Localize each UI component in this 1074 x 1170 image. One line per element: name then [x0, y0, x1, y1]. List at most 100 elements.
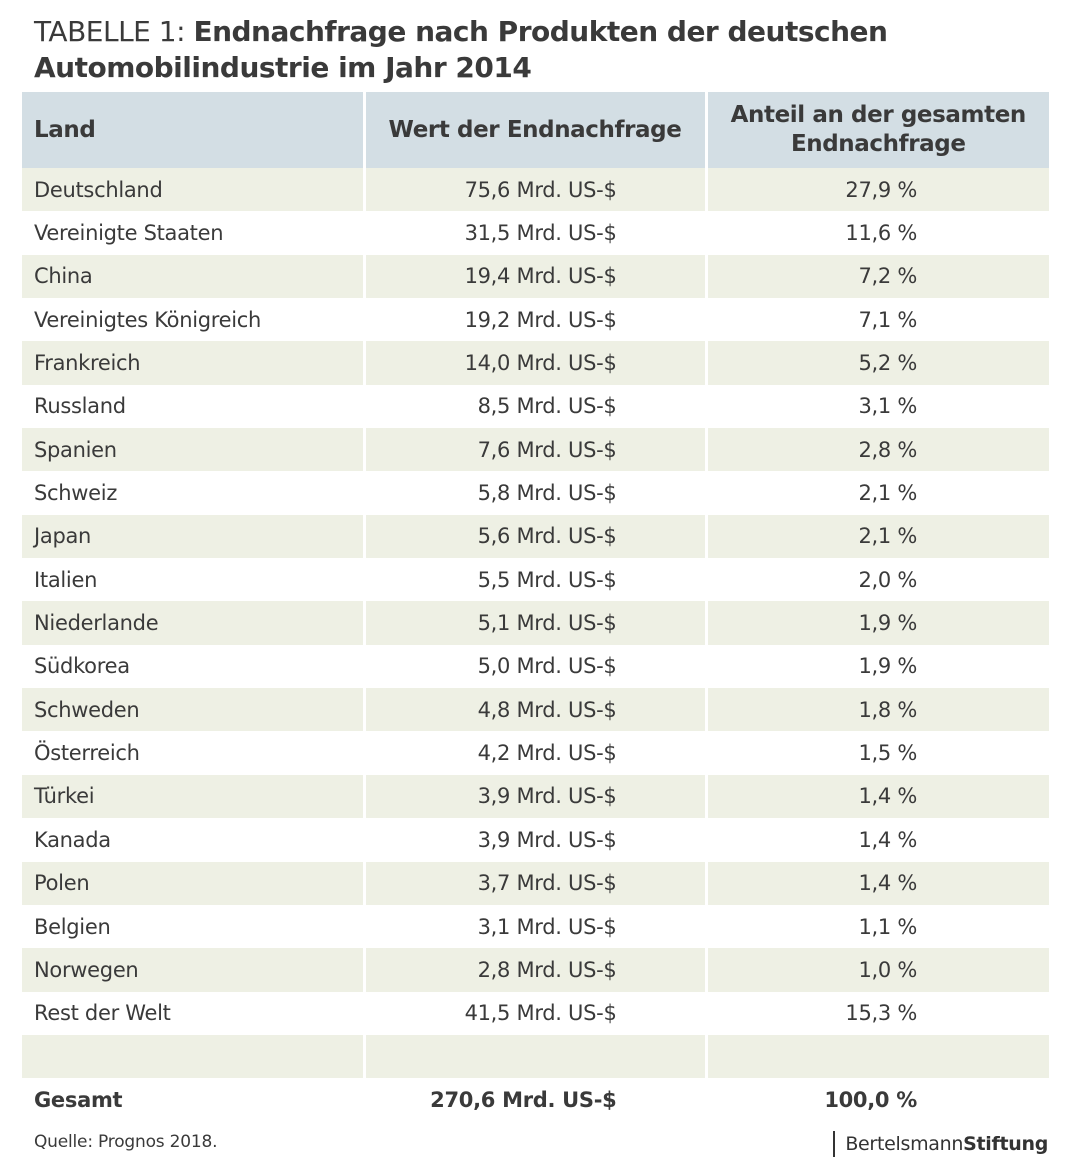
- total-anteil: 100,0 %: [824, 1087, 917, 1112]
- cell-anteil: 1,9 %: [706, 601, 1049, 645]
- table-row: Russland 8,5 Mrd. US-$ 3,1 %: [22, 384, 1049, 429]
- table-row: Vereinigte Staaten 31,5 Mrd. US-$ 11,6 %: [22, 211, 1049, 255]
- spacer-cell: [22, 1034, 366, 1079]
- cell-land: China: [22, 254, 366, 299]
- table-row: Niederlande 5,1 Mrd. US-$ 1,9 %: [22, 601, 1049, 645]
- table-title-prefix: TABELLE 1:: [34, 15, 186, 48]
- cell-anteil: 2,1 %: [706, 514, 1049, 559]
- cell-anteil: 1,4 %: [858, 827, 917, 852]
- cell-wert: 5,6 Mrd. US-$: [364, 514, 708, 559]
- cell-wert: 8,5 Mrd. US-$: [364, 384, 708, 429]
- cell-wert: 5,0 Mrd. US-$: [364, 644, 708, 689]
- cell-anteil: 7,2 %: [706, 254, 1049, 299]
- total-row: Gesamt 270,6 Mrd. US-$ 100,0 %: [22, 1078, 1049, 1122]
- table-row: Schweden 4,8 Mrd. US-$ 1,8 %: [22, 688, 1049, 732]
- header-row: Land Wert der Endnachfrage Anteil an der…: [22, 92, 1049, 168]
- column-header-anteil: Anteil an der gesamten Endnachfrage: [706, 92, 1049, 168]
- cell-land: Polen: [22, 861, 366, 905]
- table-title-main: Endnachfrage nach Produkten der deutsche…: [34, 15, 888, 84]
- cell-land: Vereinigtes Königreich: [22, 298, 366, 342]
- cell-land: Italien: [22, 558, 366, 602]
- cell-anteil: 27,9 %: [706, 168, 1049, 212]
- cell-wert: 7,6 Mrd. US-$: [364, 428, 708, 472]
- cell-land: Österreich: [22, 731, 366, 775]
- cell-anteil: 1,8 %: [706, 688, 1049, 732]
- cell-anteil: 1,5 %: [858, 741, 917, 766]
- cell-anteil: 7,1 %: [858, 307, 917, 332]
- cell-land: Vereinigte Staaten: [22, 211, 366, 255]
- table-row: Schweiz 5,8 Mrd. US-$ 2,1 %: [22, 471, 1049, 515]
- table-title: TABELLE 1: Endnachfrage nach Produkten d…: [34, 14, 1054, 86]
- source-note: Quelle: Prognos 2018.: [34, 1132, 218, 1152]
- table-row: Rest der Welt 41,5 Mrd. US-$ 15,3 %: [22, 991, 1049, 1035]
- cell-wert: 41,5 Mrd. US-$: [364, 991, 708, 1035]
- cell-land: Deutschland: [22, 168, 366, 212]
- total-wert: 270,6 Mrd. US-$: [364, 1078, 708, 1122]
- logo-part-bertelsmann: Bertelsmann: [845, 1133, 964, 1155]
- bertelsmann-stiftung-logo: BertelsmannStiftung: [833, 1131, 1048, 1157]
- cell-wert: 19,2 Mrd. US-$: [364, 298, 708, 342]
- spacer-cell: [364, 1034, 708, 1079]
- column-header-land: Land: [22, 92, 366, 168]
- table-row: Polen 3,7 Mrd. US-$ 1,4 %: [22, 861, 1049, 905]
- cell-anteil: 5,2 %: [706, 341, 1049, 385]
- column-header-wert: Wert der Endnachfrage: [364, 92, 708, 168]
- table-row: Kanada 3,9 Mrd. US-$ 1,4 %: [22, 818, 1049, 862]
- cell-land: Türkei: [22, 774, 366, 819]
- cell-wert: 5,1 Mrd. US-$: [364, 601, 708, 645]
- table-body: Deutschland 75,6 Mrd. US-$ 27,9 % Vereinigt…: [22, 168, 1049, 1122]
- cell-anteil: 1,4 %: [706, 861, 1049, 905]
- cell-land: Kanada: [22, 818, 366, 862]
- table-row: China 19,4 Mrd. US-$ 7,2 %: [22, 254, 1049, 299]
- cell-wert: 4,2 Mrd. US-$: [364, 731, 708, 775]
- demand-table: Land Wert der Endnachfrage Anteil an der…: [22, 92, 1049, 1122]
- table-row: Vereinigtes Königreich 19,2 Mrd. US-$ 7,1 …: [22, 298, 1049, 342]
- table-row: Südkorea 5,0 Mrd. US-$ 1,9 %: [22, 644, 1049, 689]
- cell-land: Spanien: [22, 428, 366, 472]
- cell-wert: 31,5 Mrd. US-$: [364, 211, 708, 255]
- table-row: Frankreich 14,0 Mrd. US-$ 5,2 %: [22, 341, 1049, 385]
- logo-part-stiftung: Stiftung: [963, 1133, 1048, 1155]
- cell-wert: 3,9 Mrd. US-$: [364, 774, 708, 819]
- table-row: Norwegen 2,8 Mrd. US-$ 1,0 %: [22, 948, 1049, 992]
- cell-anteil: 3,1 %: [858, 394, 917, 419]
- cell-wert: 3,9 Mrd. US-$: [364, 818, 708, 862]
- cell-wert: 19,4 Mrd. US-$: [364, 254, 708, 299]
- cell-anteil: 2,0 %: [858, 567, 917, 592]
- cell-anteil: 15,3 %: [845, 1001, 917, 1026]
- table-row: Italien 5,5 Mrd. US-$ 2,0 %: [22, 558, 1049, 602]
- cell-anteil: 1,0 %: [706, 948, 1049, 992]
- table-row: Türkei 3,9 Mrd. US-$ 1,4 %: [22, 774, 1049, 819]
- cell-anteil: 2,8 %: [706, 428, 1049, 472]
- total-land: Gesamt: [22, 1078, 366, 1122]
- table-row: Japan 5,6 Mrd. US-$ 2,1 %: [22, 514, 1049, 559]
- table-row: Österreich 4,2 Mrd. US-$ 1,5 %: [22, 731, 1049, 775]
- cell-land: Südkorea: [22, 644, 366, 689]
- cell-anteil: 11,6 %: [845, 221, 917, 246]
- cell-land: Rest der Welt: [22, 991, 366, 1035]
- cell-wert: 5,5 Mrd. US-$: [364, 558, 708, 602]
- cell-anteil: 1,1 %: [858, 914, 917, 939]
- cell-wert: 2,8 Mrd. US-$: [364, 948, 708, 992]
- cell-wert: 5,8 Mrd. US-$: [364, 471, 708, 515]
- cell-land: Belgien: [22, 904, 366, 949]
- cell-land: Schweiz: [22, 471, 366, 515]
- spacer-row: [22, 1034, 1049, 1079]
- cell-anteil: 1,9 %: [858, 654, 917, 679]
- cell-land: Frankreich: [22, 341, 366, 385]
- cell-land: Norwegen: [22, 948, 366, 992]
- cell-land: Japan: [22, 514, 366, 559]
- cell-anteil: 1,4 %: [706, 774, 1049, 819]
- cell-wert: 3,1 Mrd. US-$: [364, 904, 708, 949]
- cell-wert: 4,8 Mrd. US-$: [364, 688, 708, 732]
- cell-wert: 14,0 Mrd. US-$: [364, 341, 708, 385]
- cell-wert: 75,6 Mrd. US-$: [364, 168, 708, 212]
- table-row: Deutschland 75,6 Mrd. US-$ 27,9 %: [22, 168, 1049, 212]
- cell-wert: 3,7 Mrd. US-$: [364, 861, 708, 905]
- cell-land: Schweden: [22, 688, 366, 732]
- table-row: Belgien 3,1 Mrd. US-$ 1,1 %: [22, 904, 1049, 949]
- cell-land: Niederlande: [22, 601, 366, 645]
- table-row: Spanien 7,6 Mrd. US-$ 2,8 %: [22, 428, 1049, 472]
- cell-anteil: 2,1 %: [858, 481, 917, 506]
- cell-land: Russland: [22, 384, 366, 429]
